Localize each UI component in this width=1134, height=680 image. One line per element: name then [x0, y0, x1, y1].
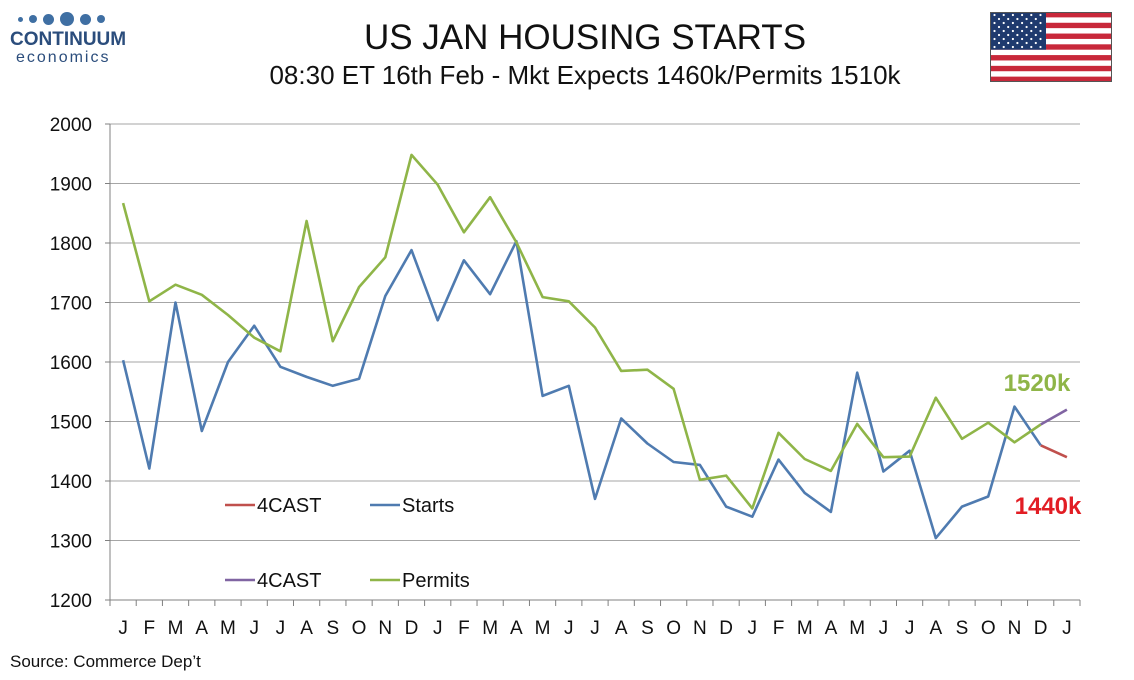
x-tick-label: J: [433, 618, 443, 639]
x-tick-label: F: [144, 618, 156, 639]
x-tick-label: A: [929, 618, 942, 639]
x-tick-label: J: [1062, 618, 1072, 639]
us-flag-icon: [990, 12, 1112, 82]
legend-label: 4CAST: [257, 495, 321, 517]
series-line-permits: [121, 153, 1042, 510]
x-tick-label: M: [535, 618, 551, 639]
chart-subtitle: 08:30 ET 16th Feb - Mkt Expects 1460k/Pe…: [269, 60, 901, 90]
annotation-label: 1440k: [1015, 493, 1082, 520]
series-line-4cast: [1040, 408, 1068, 426]
x-tick-label: J: [249, 618, 259, 639]
y-tick-label: 1300: [50, 532, 92, 553]
x-tick-label: N: [378, 618, 392, 639]
x-tick-label: J: [879, 618, 889, 639]
chart-title: US JAN HOUSING STARTS: [363, 18, 807, 57]
annotation-label: 1520k: [1004, 370, 1071, 397]
x-tick-label: J: [748, 618, 758, 639]
logo-subtitle: economics: [16, 49, 111, 66]
x-tick-label: N: [693, 618, 707, 639]
x-tick-label: N: [1008, 618, 1022, 639]
x-tick-label: M: [482, 618, 498, 639]
x-tick-label: D: [1034, 618, 1048, 639]
x-tick-label: F: [458, 618, 470, 639]
y-tick-label: 1400: [50, 472, 92, 493]
x-tick-label: J: [590, 618, 600, 639]
x-tick-label: J: [118, 618, 128, 639]
source-note: Source: Commerce Dep’t: [10, 652, 201, 671]
x-tick-label: D: [719, 618, 733, 639]
y-tick-label: 1500: [50, 413, 92, 434]
x-tick-label: A: [195, 618, 208, 639]
legend-label: 4CAST: [257, 570, 321, 592]
x-tick-label: M: [797, 618, 813, 639]
x-tick-label: A: [300, 618, 313, 639]
x-tick-label: A: [825, 618, 838, 639]
legend-label: Starts: [402, 495, 454, 517]
y-tick-label: 1900: [50, 175, 92, 196]
legend-label: Permits: [402, 570, 470, 592]
x-tick-label: O: [981, 618, 996, 639]
x-tick-label: D: [405, 618, 419, 639]
series-line-starts: [121, 239, 1042, 540]
y-tick-label: 1200: [50, 591, 92, 612]
logo-name: CONTINUUM: [10, 29, 127, 50]
x-tick-label: A: [615, 618, 628, 639]
x-tick-label: J: [564, 618, 574, 639]
x-tick-label: S: [326, 618, 339, 639]
x-tick-label: O: [352, 618, 367, 639]
x-tick-label: J: [276, 618, 286, 639]
x-tick-label: O: [666, 618, 681, 639]
x-tick-label: S: [641, 618, 654, 639]
x-tick-label: M: [849, 618, 865, 639]
x-tick-label: A: [510, 618, 523, 639]
y-tick-label: 1700: [50, 294, 92, 315]
y-tick-label: 1600: [50, 353, 92, 374]
x-tick-label: M: [220, 618, 236, 639]
x-tick-label: J: [905, 618, 915, 639]
company-logo: CONTINUUM economics: [10, 12, 140, 82]
logo-dots: [18, 12, 140, 26]
y-tick-label: 1800: [50, 234, 92, 255]
x-tick-label: M: [168, 618, 184, 639]
series-line-4cast: [1040, 444, 1068, 459]
x-tick-label: F: [773, 618, 785, 639]
y-tick-label: 2000: [50, 115, 92, 136]
x-tick-label: S: [956, 618, 969, 639]
